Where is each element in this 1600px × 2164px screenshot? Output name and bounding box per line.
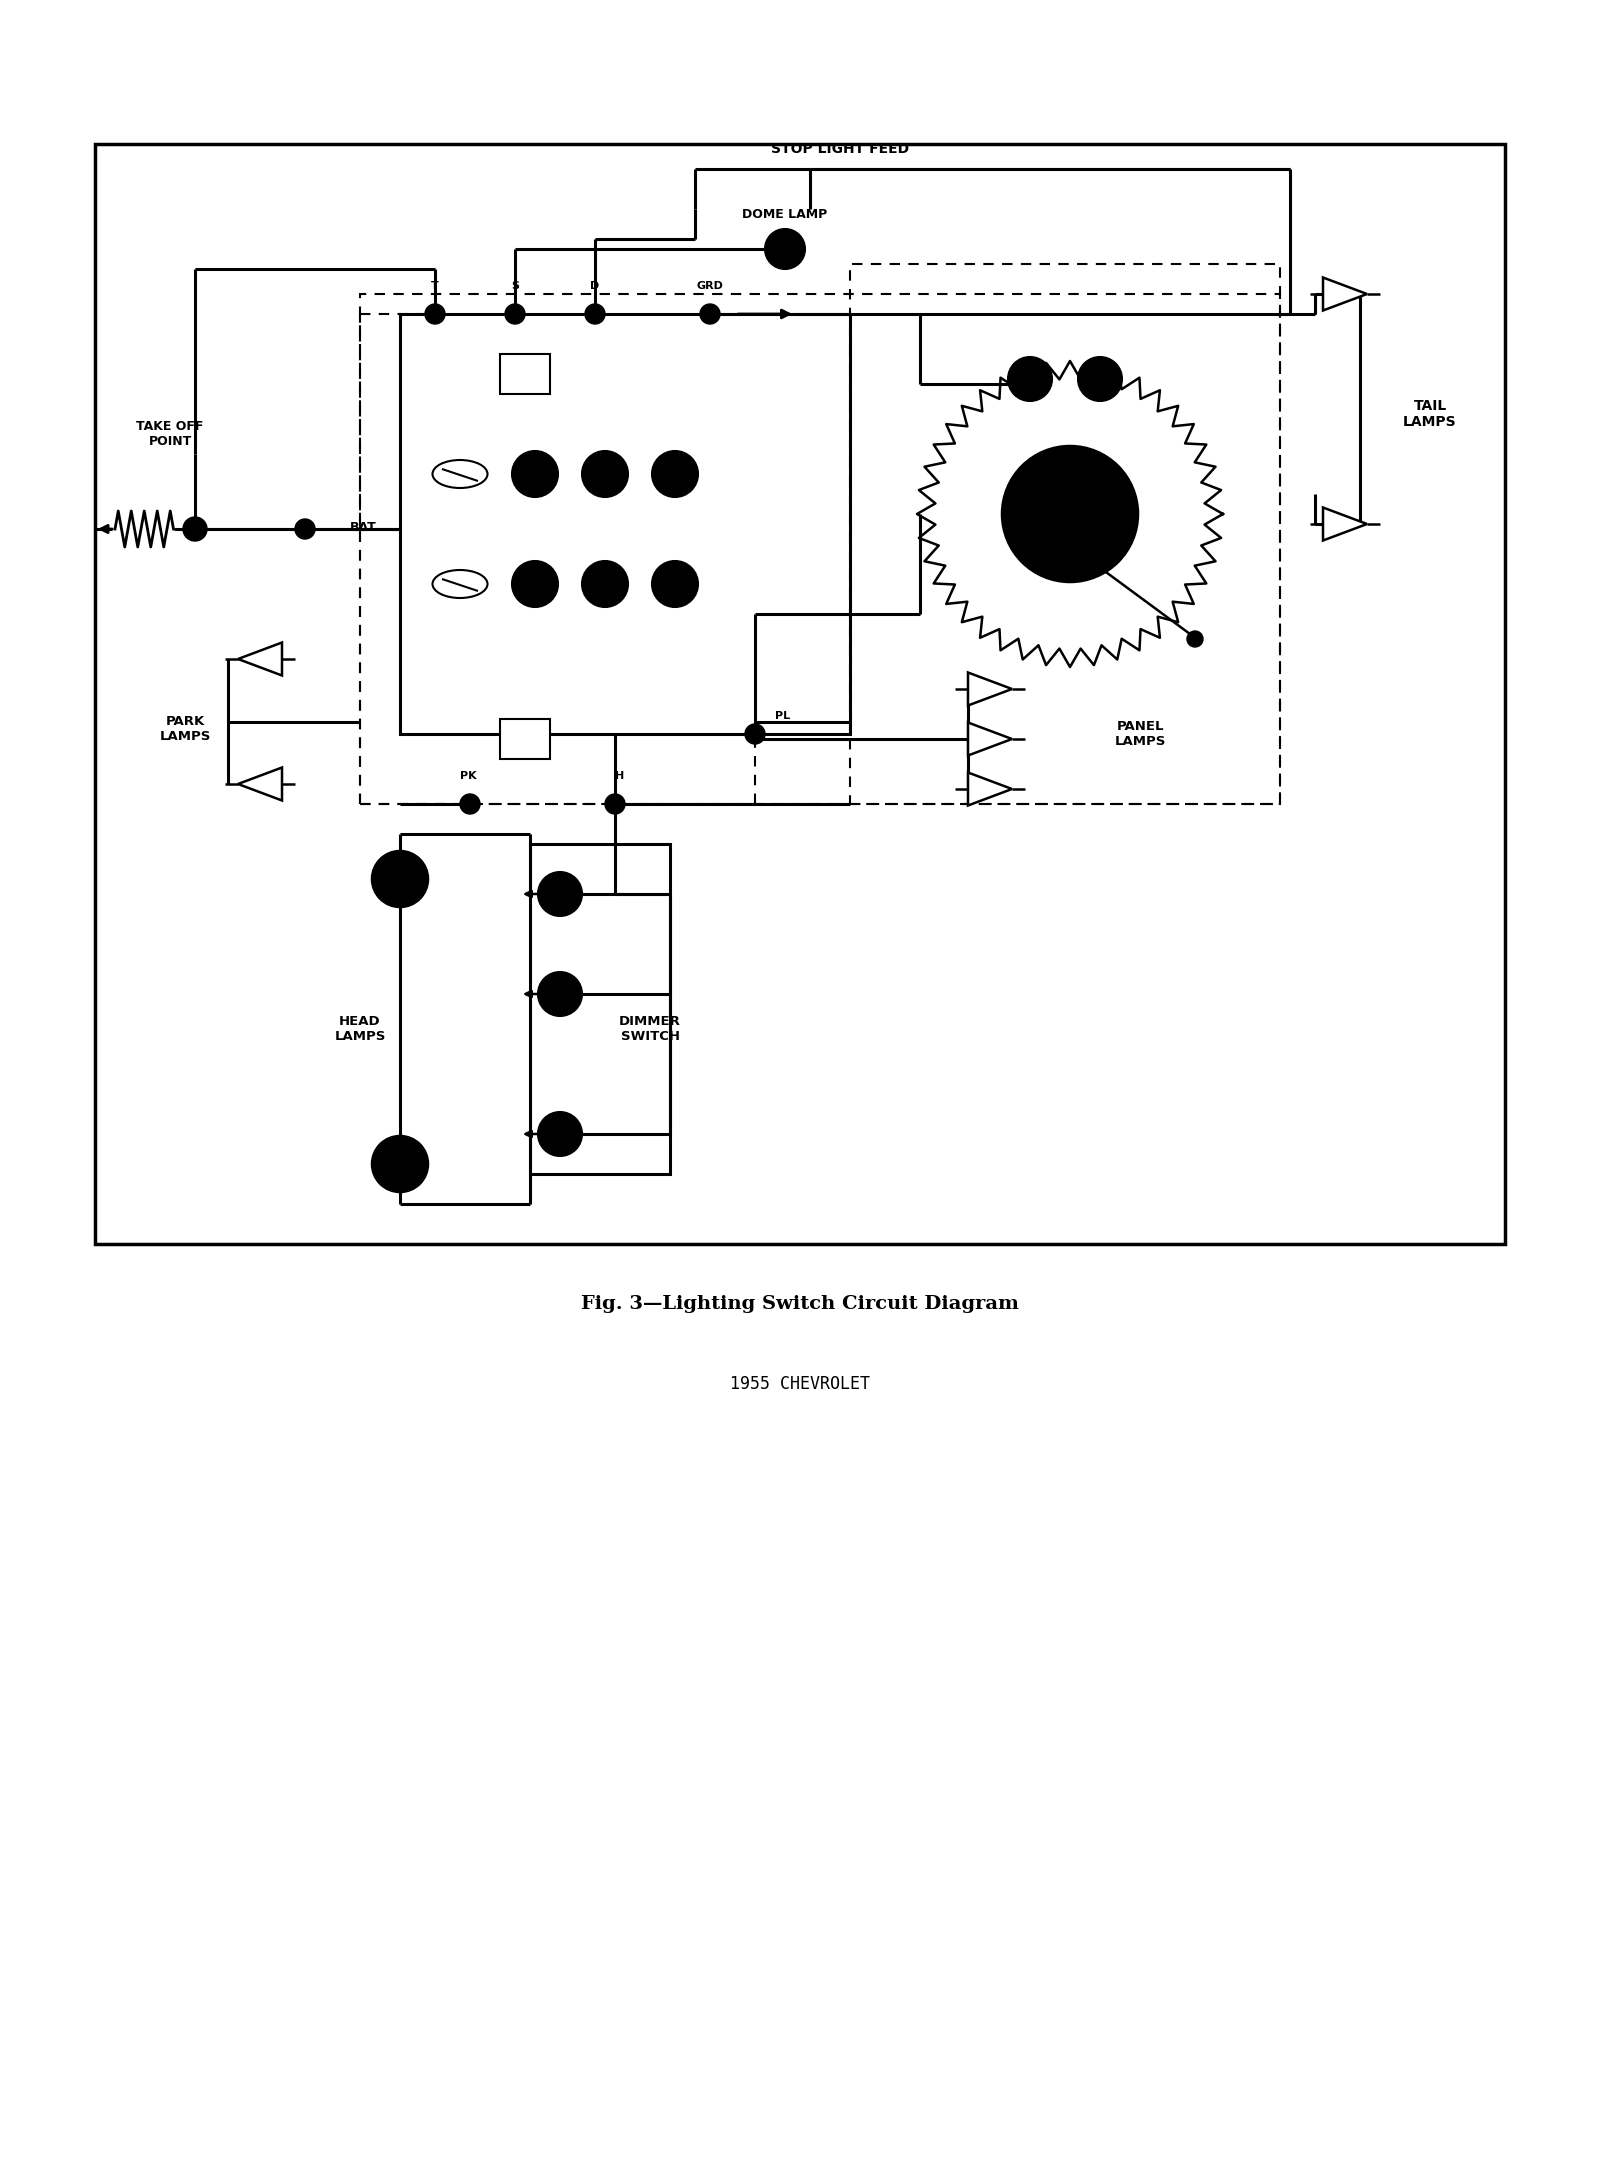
Text: DIMMER
SWITCH: DIMMER SWITCH xyxy=(619,1015,682,1043)
Text: H: H xyxy=(616,770,624,781)
Circle shape xyxy=(461,794,480,814)
Circle shape xyxy=(512,450,558,498)
Bar xyxy=(499,355,550,394)
Circle shape xyxy=(294,519,315,539)
Circle shape xyxy=(653,560,698,606)
Circle shape xyxy=(371,850,429,907)
Text: TAIL
LAMPS: TAIL LAMPS xyxy=(1403,398,1458,428)
Circle shape xyxy=(538,872,582,915)
Bar xyxy=(400,314,850,734)
Circle shape xyxy=(605,794,626,814)
Circle shape xyxy=(1008,357,1053,400)
Circle shape xyxy=(778,242,792,255)
Circle shape xyxy=(597,465,614,483)
Circle shape xyxy=(582,560,627,606)
Polygon shape xyxy=(238,643,282,675)
Bar xyxy=(850,264,1280,805)
Circle shape xyxy=(426,303,445,325)
Text: GRD: GRD xyxy=(696,281,723,290)
Circle shape xyxy=(1002,446,1138,582)
Circle shape xyxy=(765,229,805,268)
Text: STOP LIGHT FEED: STOP LIGHT FEED xyxy=(771,143,909,156)
Text: TAKE OFF
POINT: TAKE OFF POINT xyxy=(136,420,203,448)
Text: PL: PL xyxy=(776,712,790,721)
Text: DOME LAMP: DOME LAMP xyxy=(742,208,827,221)
Text: PANEL
LAMPS: PANEL LAMPS xyxy=(1114,721,1166,749)
Bar xyxy=(94,145,1506,1244)
Circle shape xyxy=(554,989,566,1000)
Circle shape xyxy=(1078,357,1122,400)
Circle shape xyxy=(666,465,683,483)
Circle shape xyxy=(586,303,605,325)
Polygon shape xyxy=(1323,277,1366,309)
Text: 1955 CHEVROLET: 1955 CHEVROLET xyxy=(730,1374,870,1394)
Circle shape xyxy=(746,725,765,744)
Circle shape xyxy=(371,1136,429,1192)
Circle shape xyxy=(526,465,544,483)
Text: BAT: BAT xyxy=(350,522,376,535)
Text: T: T xyxy=(430,281,438,290)
Circle shape xyxy=(554,1127,566,1140)
Circle shape xyxy=(512,560,558,606)
Polygon shape xyxy=(968,723,1013,755)
Circle shape xyxy=(666,576,683,593)
Circle shape xyxy=(554,887,566,900)
Polygon shape xyxy=(968,673,1013,705)
Text: PK: PK xyxy=(459,770,477,781)
Bar xyxy=(499,718,550,760)
Polygon shape xyxy=(968,773,1013,805)
Text: Fig. 3—Lighting Switch Circuit Diagram: Fig. 3—Lighting Switch Circuit Diagram xyxy=(581,1294,1019,1314)
Circle shape xyxy=(653,450,698,498)
Text: D: D xyxy=(590,281,600,290)
Circle shape xyxy=(538,972,582,1017)
Circle shape xyxy=(526,576,544,593)
Polygon shape xyxy=(238,768,282,801)
Circle shape xyxy=(597,576,614,593)
Text: HEAD
LAMPS: HEAD LAMPS xyxy=(334,1015,386,1043)
Text: PARK
LAMPS: PARK LAMPS xyxy=(160,714,211,742)
Bar xyxy=(530,844,670,1175)
Text: S: S xyxy=(510,281,518,290)
Circle shape xyxy=(582,450,627,498)
Circle shape xyxy=(538,1112,582,1156)
Circle shape xyxy=(701,303,720,325)
Polygon shape xyxy=(1323,509,1366,541)
Circle shape xyxy=(506,303,525,325)
Circle shape xyxy=(1187,632,1203,647)
Bar xyxy=(360,294,1280,805)
Circle shape xyxy=(182,517,206,541)
